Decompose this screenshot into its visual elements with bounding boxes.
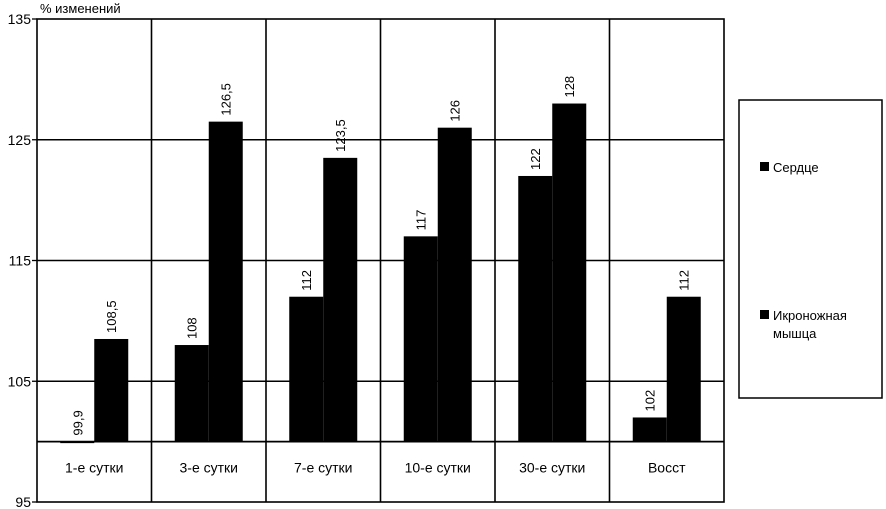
value-label: 108 [185,317,200,339]
bar-serdtse [289,296,324,442]
y-axis-title: % изменений [40,1,121,16]
value-labels: 99,9 108,5 108 126,5 112 123,5 117 126 122 128 102… [70,76,692,436]
y-tick-label: 115 [9,253,32,269]
x-axis-tick-labels: 1-е сутки 3-е сутки 7-е сутки 10-е сутки 30-… [65,460,686,476]
x-tick-label: Восст [648,460,686,476]
bar-ikronozhnaya [552,103,587,442]
bar-serdtse [403,236,438,442]
legend-swatch-serdtse [760,162,769,171]
bar-ikronozhnaya [208,121,243,442]
legend-label-ikronozhnaya: Икроножная мышца [773,308,847,341]
x-tick-label: 3-е сутки [180,460,238,476]
legend: Сердце Икроножная мышца [738,99,883,399]
bar-ikronozhnaya [323,157,358,442]
bar-ikronozhnaya [94,338,129,442]
value-label: 126 [448,100,463,122]
value-label: 112 [677,270,692,291]
bar-serdtse [60,441,95,444]
bar-serdtse [518,175,553,442]
value-label: 123,5 [333,119,348,152]
y-tick-label: 125 [8,132,32,148]
value-label: 99,9 [70,410,85,435]
value-label: 122 [528,148,543,170]
y-tick-label: 95 [15,494,31,509]
legend-label-serdtse: Сердце [773,160,819,175]
value-label: 126,5 [219,83,234,116]
bar-serdtse [174,345,209,442]
x-tick-label: 30-е сутки [519,460,585,476]
legend-box [738,99,883,399]
category-bands [37,19,724,502]
x-tick-label: 7-е сутки [294,460,352,476]
y-tick-label: 105 [8,373,32,389]
bars [60,103,701,444]
x-tick-label: 1-е сутки [65,460,123,476]
x-tick-label: 10-е сутки [405,460,471,476]
legend-swatch-ikronozhnaya [760,310,769,319]
bar-serdtse [632,417,667,442]
y-tick-label: 135 [8,11,32,27]
value-label: 112 [299,270,314,291]
value-label: 102 [643,390,658,412]
value-label: 108,5 [104,300,119,333]
value-label: 128 [562,76,577,98]
y-axis-ticks: 95 105 115 125 135 [8,11,37,509]
bar-ikronozhnaya [666,296,701,442]
value-label: 117 [414,210,429,231]
bar-ikronozhnaya [437,127,472,442]
